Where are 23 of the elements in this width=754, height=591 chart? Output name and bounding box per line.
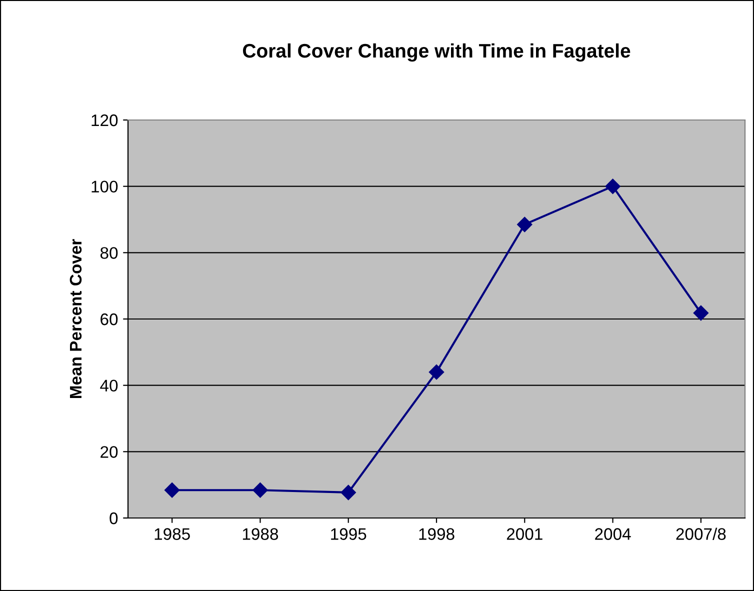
point [252,482,268,498]
point [605,178,620,194]
y-tick-label: 120 [92,114,118,126]
x-tick-label: 1998 [419,528,454,540]
chart-title: Coral Cover Change with Time in Fagatele [243,43,630,62]
x-tick-label: 1985 [154,528,190,540]
x-tick-label: 1995 [331,528,366,540]
y-tick-label: 60 [100,313,118,326]
x-tick-label: 2001 [506,528,542,540]
point [164,482,180,498]
y-tick-label: 80 [100,247,118,259]
x-tick-label: 2007/8 [676,528,726,540]
x-tick-label: 1988 [242,528,278,540]
y-tick-label: 100 [92,180,118,193]
point [693,305,708,321]
y-tick-label: 0 [110,512,118,524]
y-tick-label: 40 [100,380,118,392]
point [517,216,532,232]
x-tick-label: 2004 [595,528,631,540]
y-tick-label: 20 [100,446,118,458]
point [428,364,444,380]
point [340,484,356,500]
y-axis-title: Mean Percent Cover [70,239,82,398]
